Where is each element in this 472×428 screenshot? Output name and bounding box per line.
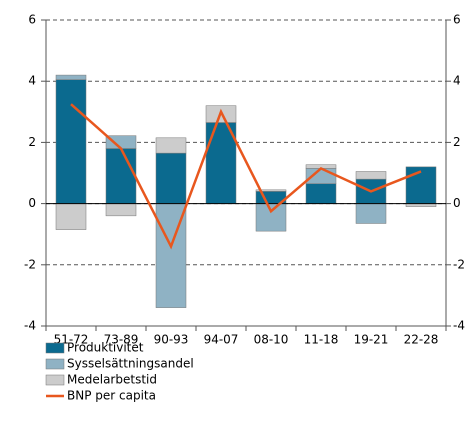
bar: [305, 183, 337, 204]
legend-label: Produktivitet: [67, 341, 144, 355]
legend-label: Medelarbetstid: [67, 373, 157, 387]
legend-swatch: [45, 342, 65, 354]
x-tick-label: 22-28: [404, 333, 439, 347]
bar: [255, 189, 287, 192]
y-tick-label: 2: [28, 135, 36, 149]
y2-tick-label: 0: [453, 196, 461, 210]
bar: [355, 171, 387, 180]
line: [70, 103, 422, 250]
y-tick-label: -4: [24, 319, 36, 333]
bar: [155, 137, 187, 154]
x-tick-label: 94-07: [204, 333, 239, 347]
bar: [55, 203, 87, 230]
y-tick-label: -2: [24, 257, 36, 271]
y2-tick-label: 4: [453, 74, 461, 88]
bar: [55, 79, 87, 204]
bar: [405, 166, 437, 204]
y2-tick-label: 2: [453, 135, 461, 149]
y-tick-label: 6: [28, 13, 36, 27]
bar: [155, 152, 187, 204]
y2-tick-label: 6: [453, 13, 461, 27]
x-tick-label: 11-18: [304, 333, 339, 347]
legend-swatch: [45, 374, 65, 386]
x-tick-label: 90-93: [154, 333, 189, 347]
legend-swatch: [45, 358, 65, 370]
legend-label: Sysselsättningsandel: [67, 357, 194, 371]
y-tick-label: 4: [28, 74, 36, 88]
x-tick-label: 19-21: [354, 333, 389, 347]
bar: [55, 74, 87, 80]
bar: [105, 203, 137, 217]
bar: [255, 203, 287, 232]
bar: [355, 203, 387, 224]
y-tick-label: 0: [28, 196, 36, 210]
bar: [105, 148, 137, 204]
legend-label: BNP per capita: [67, 389, 156, 403]
y2-tick-label: -2: [453, 257, 465, 271]
x-tick-label: 08-10: [254, 333, 289, 347]
x-tick-label: 73-89: [104, 333, 139, 347]
y2-tick-label: -4: [453, 319, 465, 333]
